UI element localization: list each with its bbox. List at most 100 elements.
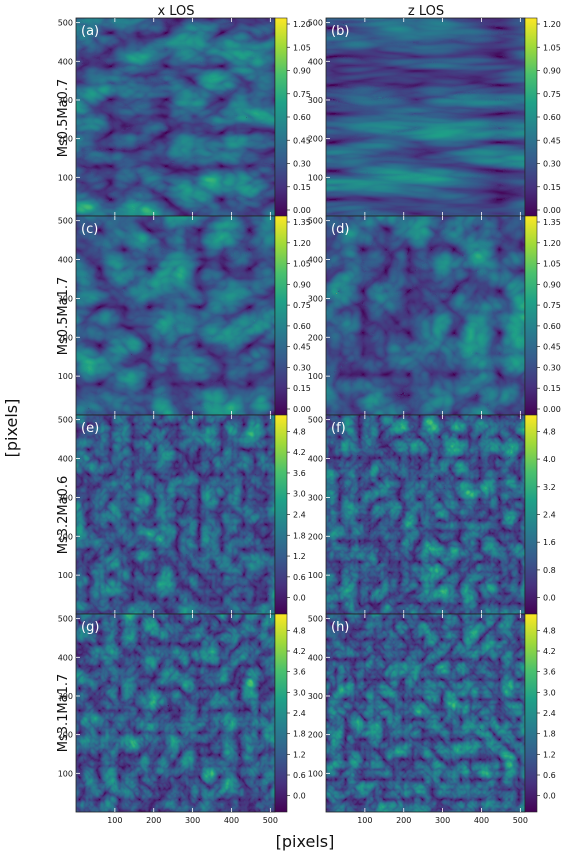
colorbar-tick-label: 4.2 — [293, 448, 306, 457]
colorbar-tick-label: 0.60 — [543, 113, 561, 122]
y-tick-label: 100 — [58, 372, 73, 381]
y-tick-label: 300 — [308, 96, 323, 105]
colorbar-tick-label: 0.90 — [293, 280, 311, 289]
y-tick-label: 300 — [308, 692, 323, 701]
y-tick-label: 300 — [58, 294, 73, 303]
panel-c: (c) 100 200 300 400 500 0.00 0.15 0.30 0.45 0.60 0.… — [58, 215, 311, 416]
y-tick-label: 500 — [308, 416, 323, 425]
heatmap-image — [326, 614, 525, 812]
colorbar-tick-label: 2.4 — [293, 709, 306, 718]
colorbar-tick-label: 1.20 — [543, 20, 561, 29]
colorbar-tick-label: 3.0 — [293, 688, 306, 697]
heatmap-image — [326, 415, 525, 614]
heatmap-image — [76, 614, 275, 812]
y-tick-label: 200 — [308, 333, 323, 342]
colorbar — [524, 215, 538, 416]
colorbar-tick-label: 1.2 — [543, 750, 556, 759]
colorbar-tick-label: 0.45 — [293, 343, 311, 352]
colorbar-tick-label: 0.90 — [293, 67, 311, 76]
y-tick-label: 300 — [58, 692, 73, 701]
y-tick-label: 400 — [58, 455, 73, 464]
colorbar-tick-label: 1.35 — [543, 218, 561, 227]
panel-label: (g) — [81, 620, 99, 635]
y-tick-label: 400 — [58, 256, 73, 265]
panel-grid: (a) 100 200 300 400 500 0.00 0.15 0.30 0.45 0.60 0.… — [58, 17, 561, 825]
colorbar — [274, 17, 288, 217]
x-tick-label: 100 — [107, 816, 122, 825]
colorbar — [274, 215, 288, 416]
row-label-3: Ms3.2Ma0.6 — [56, 476, 71, 555]
panel-label: (d) — [331, 222, 349, 237]
colorbar-tick-label: 3.0 — [293, 490, 306, 499]
y-tick-label: 400 — [308, 256, 323, 265]
panel-a: (a) 100 200 300 400 500 0.00 0.15 0.30 0.45 0.60 0.… — [58, 17, 311, 217]
colorbar — [274, 613, 288, 813]
panel-label: (a) — [81, 24, 99, 39]
colorbar-tick-label: 0.6 — [543, 771, 556, 780]
x-tick-label: 300 — [185, 816, 200, 825]
colorbar-tick-label: 0.15 — [543, 384, 561, 393]
y-tick-label: 500 — [58, 615, 73, 624]
panel-label: (b) — [331, 24, 349, 39]
col-title-z-los: z LOS — [408, 4, 444, 19]
colorbar-tick-label: 0.90 — [543, 67, 561, 76]
colorbar-tick-label: 0.75 — [543, 90, 561, 99]
colorbar-tick-label: 0.60 — [293, 113, 311, 122]
x-tick-label: 100 — [357, 816, 372, 825]
y-tick-label: 100 — [58, 571, 73, 580]
colorbar — [524, 613, 538, 813]
colorbar-tick-label: 0.90 — [543, 280, 561, 289]
panel-label: (e) — [81, 421, 99, 436]
colorbar-tick-label: 2.4 — [543, 709, 556, 718]
colorbar-tick-label: 0.45 — [293, 136, 311, 145]
colorbar — [524, 414, 538, 615]
colorbar-tick-label: 1.2 — [293, 552, 306, 561]
panel-e: (e) 100 200 300 400 500 0.0 0.6 1.2 1.8 2.4 3.0 3.6 4… — [58, 414, 306, 615]
y-tick-label: 500 — [308, 615, 323, 624]
y-tick-label: 400 — [308, 653, 323, 662]
colorbar-tick-label: 0.0 — [543, 792, 556, 801]
colorbar-tick-label: 0.75 — [543, 301, 561, 310]
colorbar-tick-label: 0.75 — [293, 90, 311, 99]
y-tick-label: 500 — [308, 217, 323, 226]
y-axis-label: [pixels] — [2, 399, 21, 458]
colorbar-tick-label: 0.30 — [293, 160, 311, 169]
colorbar-tick-label: 0.30 — [543, 160, 561, 169]
y-tick-label: 400 — [58, 57, 73, 66]
panel-label: (c) — [81, 222, 98, 237]
y-tick-label: 200 — [58, 532, 73, 541]
colorbar-tick-label: 4.2 — [543, 647, 556, 656]
colorbar-tick-label: 0.15 — [293, 384, 311, 393]
colorbar-tick-label: 0.00 — [293, 206, 311, 215]
panel-label: (h) — [331, 620, 349, 635]
colorbar-tick-label: 0.0 — [293, 792, 306, 801]
colorbar-tick-label: 2.4 — [543, 511, 556, 520]
colorbar-tick-label: 0.0 — [293, 594, 306, 603]
y-tick-label: 400 — [308, 455, 323, 464]
colorbar-tick-label: 4.8 — [543, 626, 556, 635]
x-tick-label: 400 — [474, 816, 489, 825]
colorbar — [524, 17, 538, 217]
colorbar-tick-label: 4.8 — [293, 626, 306, 635]
colorbar-tick-label: 1.05 — [293, 260, 311, 269]
colorbar-tick-label: 0.75 — [293, 301, 311, 310]
colorbar-tick-label: 3.0 — [543, 688, 556, 697]
colorbar-tick-label: 4.8 — [543, 427, 556, 436]
colorbar-tick-label: 1.8 — [293, 531, 306, 540]
y-tick-label: 100 — [308, 769, 323, 778]
x-tick-label: 200 — [146, 816, 161, 825]
colorbar-tick-label: 4.0 — [543, 455, 556, 464]
colorbar-tick-label: 0.15 — [543, 183, 561, 192]
colorbar-tick-label: 0.30 — [293, 363, 311, 372]
x-tick-label: 500 — [513, 816, 528, 825]
colorbar-tick-label: 3.6 — [543, 668, 556, 677]
colorbar-tick-label: 0.30 — [543, 363, 561, 372]
colorbar-tick-label: 2.4 — [293, 511, 306, 520]
heatmap-image — [76, 18, 275, 216]
colorbar-tick-label: 1.20 — [293, 239, 311, 248]
colorbar-tick-label: 1.2 — [293, 750, 306, 759]
y-tick-label: 100 — [58, 769, 73, 778]
y-tick-label: 200 — [308, 135, 323, 144]
row-label-1: Ms0.5Ma0.7 — [56, 79, 71, 158]
